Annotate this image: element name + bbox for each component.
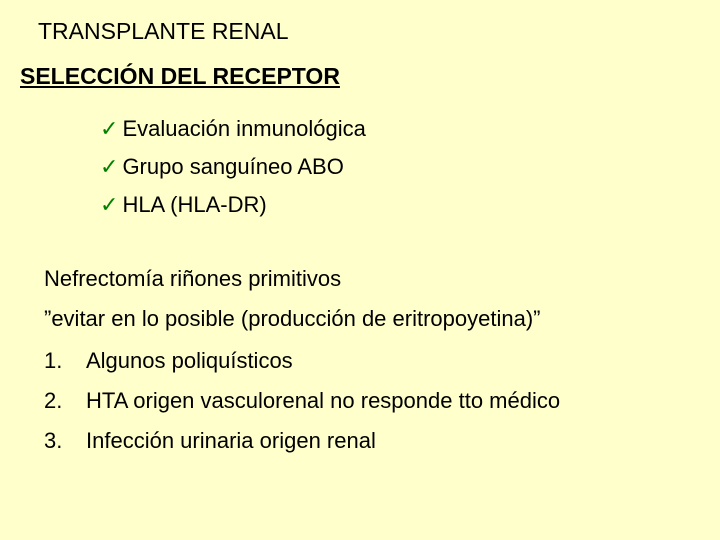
numbered-index: 3. (44, 428, 86, 454)
checklist-item: ✓ HLA (HLA-DR) (100, 192, 690, 218)
checkmark-icon: ✓ (100, 154, 118, 180)
numbered-label: Infección urinaria origen renal (86, 428, 376, 454)
note-line: ”evitar en lo posible (producción de eri… (44, 306, 690, 332)
checkmark-icon: ✓ (100, 116, 118, 142)
numbered-item: 2. HTA origen vasculorenal no responde t… (44, 388, 690, 414)
numbered-index: 2. (44, 388, 86, 414)
numbered-item: 3. Infección urinaria origen renal (44, 428, 690, 454)
numbered-label: Algunos poliquísticos (86, 348, 293, 374)
checklist-label: Grupo sanguíneo ABO (122, 154, 343, 180)
checklist-item: ✓ Evaluación inmunológica (100, 116, 690, 142)
slide-subtitle: SELECCIÓN DEL RECEPTOR (20, 63, 690, 90)
numbered-index: 1. (44, 348, 86, 374)
section-heading: Nefrectomía riñones primitivos (44, 266, 690, 292)
checklist-label: Evaluación inmunológica (122, 116, 365, 142)
numbered-label: HTA origen vasculorenal no responde tto … (86, 388, 560, 414)
numbered-list: 1. Algunos poliquísticos 2. HTA origen v… (44, 348, 690, 454)
checklist-item: ✓ Grupo sanguíneo ABO (100, 154, 690, 180)
numbered-item: 1. Algunos poliquísticos (44, 348, 690, 374)
slide-container: TRANSPLANTE RENAL SELECCIÓN DEL RECEPTOR… (0, 0, 720, 540)
checklist: ✓ Evaluación inmunológica ✓ Grupo sanguí… (100, 116, 690, 218)
checkmark-icon: ✓ (100, 192, 118, 218)
slide-title: TRANSPLANTE RENAL (38, 18, 690, 45)
checklist-label: HLA (HLA-DR) (122, 192, 266, 218)
